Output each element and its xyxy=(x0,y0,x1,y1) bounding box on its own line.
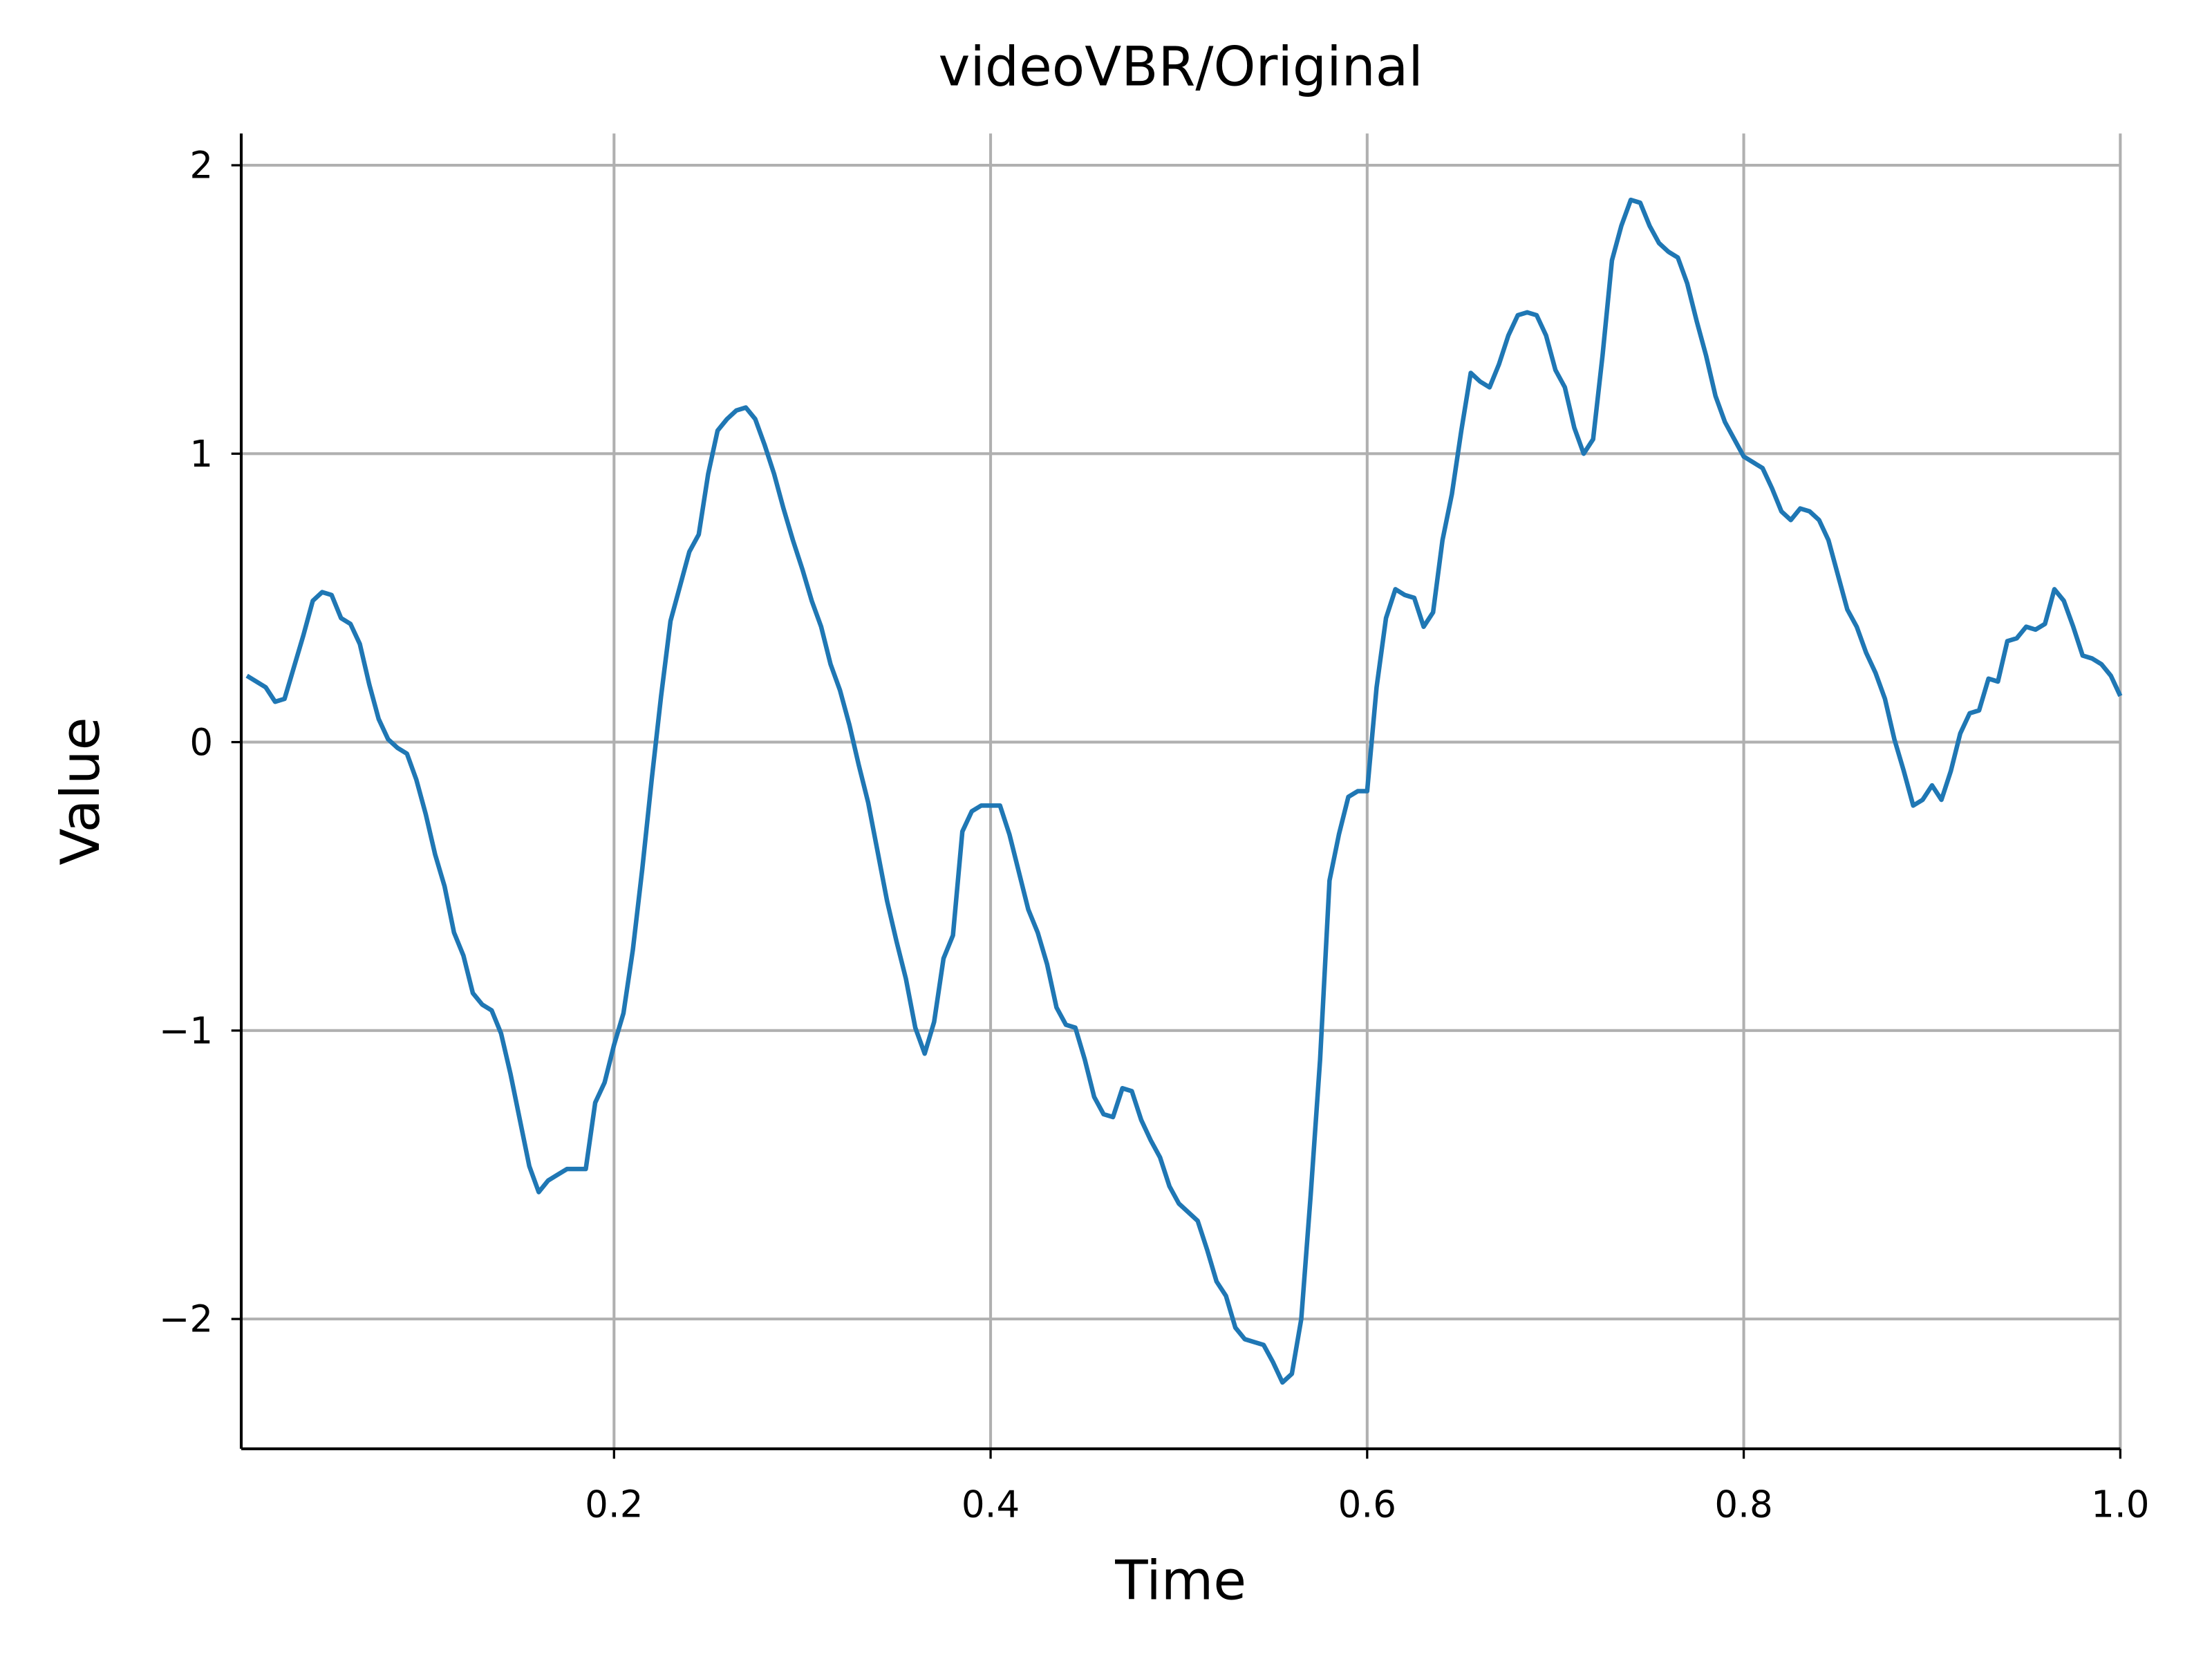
x-tick-label: 0.4 xyxy=(962,1483,1020,1526)
x-tick-label: 1.0 xyxy=(2091,1483,2149,1526)
x-tick-label: 0.2 xyxy=(585,1483,643,1526)
y-tick-label: 1 xyxy=(189,433,213,476)
y-tick-label: −1 xyxy=(159,1009,213,1052)
data-line xyxy=(245,197,2123,1385)
chart-title: videoVBR/Original xyxy=(938,36,1423,98)
x-axis-label: Time xyxy=(1114,1550,1246,1612)
x-tick-label: 0.6 xyxy=(1338,1483,1396,1526)
x-tick-label: 0.8 xyxy=(1714,1483,1772,1526)
y-axis-label: Value xyxy=(50,717,112,865)
y-tick-label: −2 xyxy=(159,1297,213,1340)
y-tick-label: 0 xyxy=(189,721,213,764)
y-tick-label: 2 xyxy=(189,144,213,187)
